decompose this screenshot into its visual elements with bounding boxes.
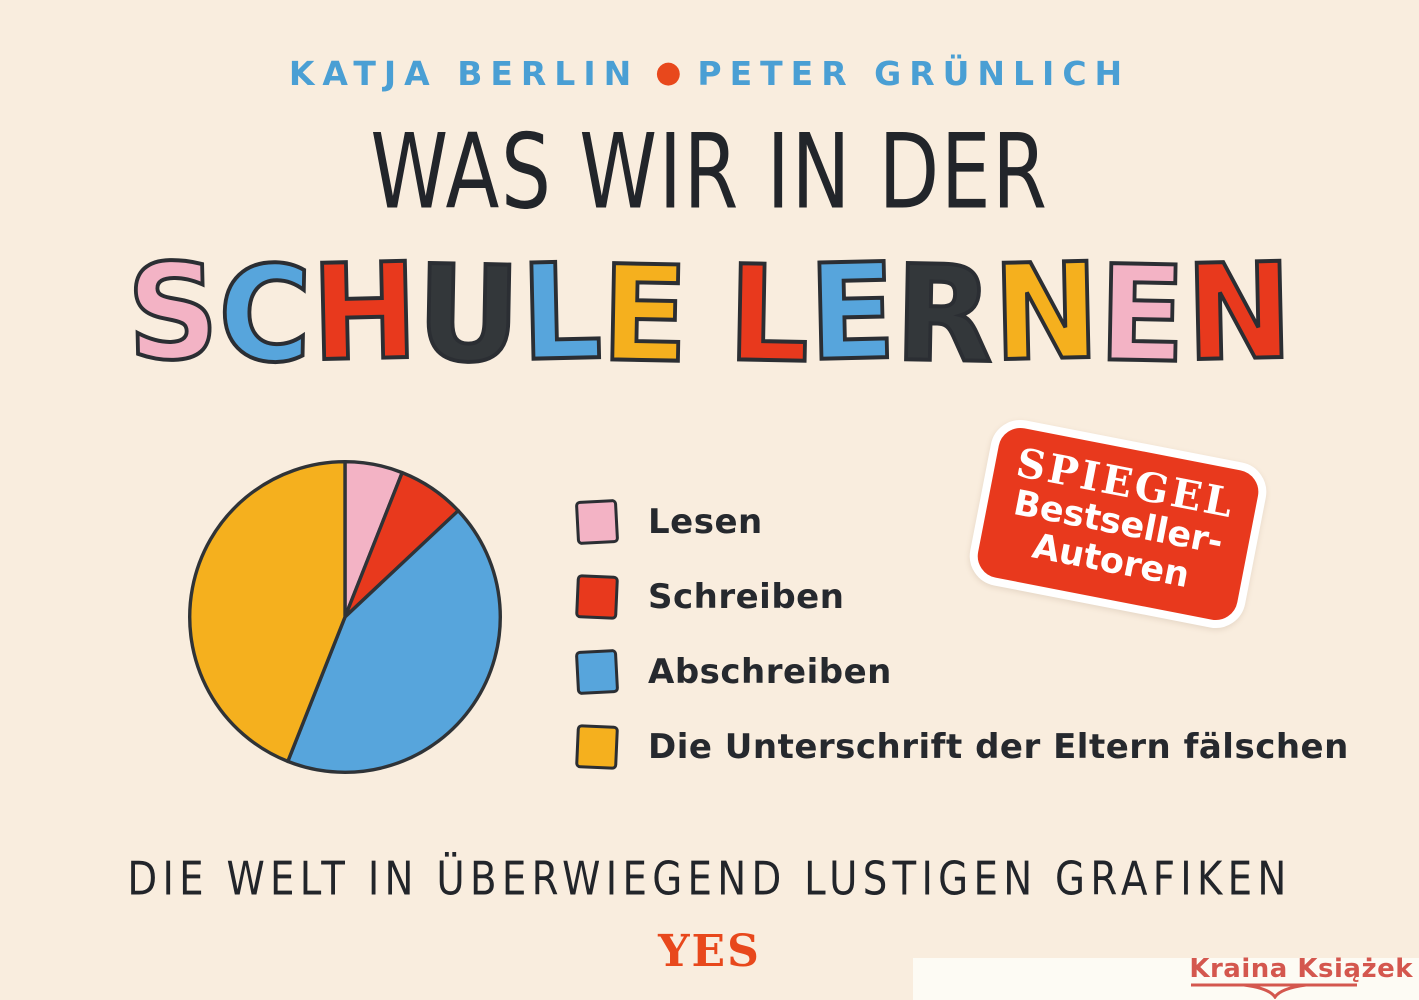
publisher-logo: YES [658,926,761,977]
pie-slice-3 [188,460,347,764]
subtitle: DIE WELT IN ÜBERWIEGEND LUSTIGEN GRAFIKE… [127,852,1292,907]
watermark-text: Kraina Książek [1189,954,1413,984]
legend-label: Die Unterschrift der Eltern fälschen [648,727,1349,767]
legend-swatch-red [575,574,619,620]
kraina-ksiazek-watermark: Kraina Książek [1189,956,1413,999]
author-name-2: PETER GRÜNLICH [697,54,1131,93]
legend-item-abschreiben: Abschreiben [574,648,1349,696]
legend-label: Schreiben [648,577,845,617]
pie-chart-svg [188,460,502,774]
legend-label: Abschreiben [648,652,892,692]
legend-swatch-pink [574,498,620,546]
legend-swatch-yellow [575,724,619,770]
legend-item-unterschrift: Die Unterschrift der Eltern fälschen [575,724,1349,770]
author-separator-dot-icon: ● [655,55,682,90]
authors-line: KATJA BERLIN ● PETER GRÜNLICH [0,54,1419,93]
legend-label: Lesen [648,502,763,542]
chart-legend: Lesen Schreiben Abschreiben Die Untersch… [574,498,1349,770]
watermark-strip: Kraina Książek [913,956,1419,1000]
title-line2: SCHULE LERNEN [124,233,1296,395]
legend-item-schreiben: Schreiben [575,574,1349,620]
author-name-1: KATJA BERLIN [288,54,640,93]
title-line-1: WAS WIR IN DER [370,111,1049,233]
pie-chart [180,452,510,782]
legend-swatch-blue [574,648,620,696]
open-book-icon [1191,983,1358,999]
pie-slice-2 [286,508,502,774]
legend-item-lesen: Lesen [574,498,1349,546]
